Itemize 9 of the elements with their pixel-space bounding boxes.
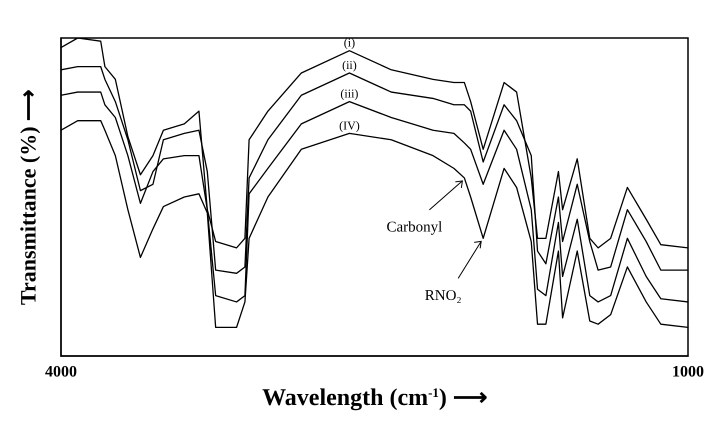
series-label: (ii) xyxy=(342,58,357,72)
annotation: RNO₂ xyxy=(424,288,462,304)
y-axis-title: Transmittance (%) ⟶ xyxy=(16,88,40,306)
x-tick-label: 4000 xyxy=(45,364,77,380)
series-label: (IV) xyxy=(339,118,360,132)
series-label: (iii) xyxy=(340,86,358,101)
annotation: Carbonyl xyxy=(386,219,442,236)
x-tick-label: 1000 xyxy=(672,364,704,380)
series-label: (i) xyxy=(344,36,356,50)
